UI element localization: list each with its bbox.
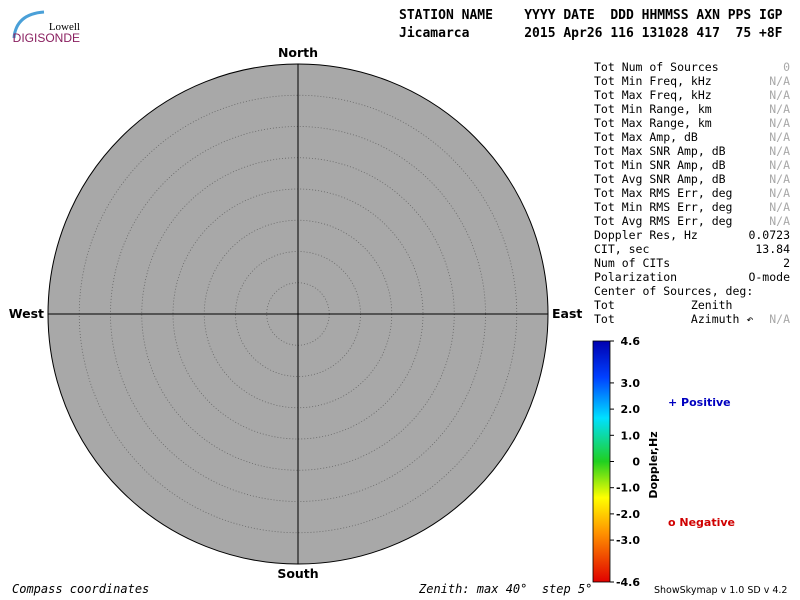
stat-value: N/A	[769, 186, 790, 200]
stat-label: Tot Max RMS Err, deg	[594, 186, 732, 200]
stat-value: 2	[783, 256, 790, 270]
colorbar-tick-label: -4.6	[616, 576, 640, 589]
stat-label: Tot Avg RMS Err, deg	[594, 214, 732, 228]
stat-label: Tot Max Freq, kHz	[594, 88, 712, 102]
stat-label: Tot Min SNR Amp, dB	[594, 158, 726, 172]
stat-label: Tot Min RMS Err, deg	[594, 200, 732, 214]
header-labels: STATION NAME YYYY DATE DDD HHMMSS AXN PP…	[399, 8, 783, 23]
stat-label: Tot Avg SNR Amp, dB	[594, 172, 726, 186]
stat-label: Tot Azimuth ↶	[594, 312, 753, 326]
footer-left: Compass coordinates	[12, 582, 149, 596]
stat-value: 0.0723	[748, 228, 790, 242]
stat-label: Doppler Res, Hz	[594, 228, 698, 242]
header-values: Jicamarca 2015 Apr26 116 131028 417 75 +…	[399, 26, 783, 41]
legend-negative: o Negative	[668, 516, 735, 529]
stat-label: Tot Min Freq, kHz	[594, 74, 712, 88]
stat-value: 0	[783, 60, 790, 74]
stat-label: Tot Max Range, km	[594, 116, 712, 130]
east-label: East	[552, 306, 582, 321]
north-label: North	[278, 45, 318, 60]
stat-value: N/A	[769, 130, 790, 144]
south-label: South	[277, 566, 318, 581]
stat-value: O-mode	[748, 270, 790, 284]
colorbar-tick-label: 0	[632, 456, 640, 469]
stat-value: N/A	[769, 88, 790, 102]
stat-label: Tot Num of Sources	[594, 60, 719, 74]
legend-positive: + Positive	[668, 396, 731, 409]
logo-swoosh	[12, 10, 45, 39]
stat-label: Center of Sources, deg:	[594, 284, 753, 298]
colorbar-title: Doppler,Hz	[647, 431, 660, 498]
stat-label: Tot Zenith	[594, 298, 732, 312]
stat-label: CIT, sec	[594, 242, 649, 256]
stat-label: Polarization	[594, 270, 677, 284]
stat-value: N/A	[769, 102, 790, 116]
colorbar-tick-label: -3.0	[616, 534, 640, 547]
stat-value: N/A	[769, 200, 790, 214]
colorbar-tick-label: 3.0	[621, 377, 641, 390]
west-label: West	[9, 306, 44, 321]
colorbar-tick-label: 2.0	[621, 403, 641, 416]
colorbar-tick-label: -2.0	[616, 508, 640, 521]
colorbar	[592, 340, 611, 583]
logo-bottom: DIGISONDE	[13, 31, 80, 45]
stat-label: Num of CITs	[594, 256, 670, 270]
colorbar-tick-label: 1.0	[621, 429, 641, 442]
stat-value: N/A	[769, 312, 790, 326]
footer-zenith: Zenith: max 40° step 5°	[418, 582, 592, 596]
stat-value: N/A	[769, 74, 790, 88]
colorbar-tick-label: 4.6	[621, 335, 641, 348]
colorbar-tick-label: -1.0	[616, 482, 640, 495]
stat-value: N/A	[769, 214, 790, 228]
stat-value: N/A	[769, 144, 790, 158]
stat-value: N/A	[769, 172, 790, 186]
stat-value: N/A	[769, 158, 790, 172]
stat-value: N/A	[769, 116, 790, 130]
footer-version: ShowSkymap v 1.0 SD v 4.2	[654, 585, 787, 596]
stat-label: Tot Max Amp, dB	[594, 130, 698, 144]
stat-label: Tot Max SNR Amp, dB	[594, 144, 726, 158]
logo-top: Lowell	[49, 21, 80, 33]
stat-label: Tot Min Range, km	[594, 102, 712, 116]
stat-value: 13.84	[755, 242, 790, 256]
